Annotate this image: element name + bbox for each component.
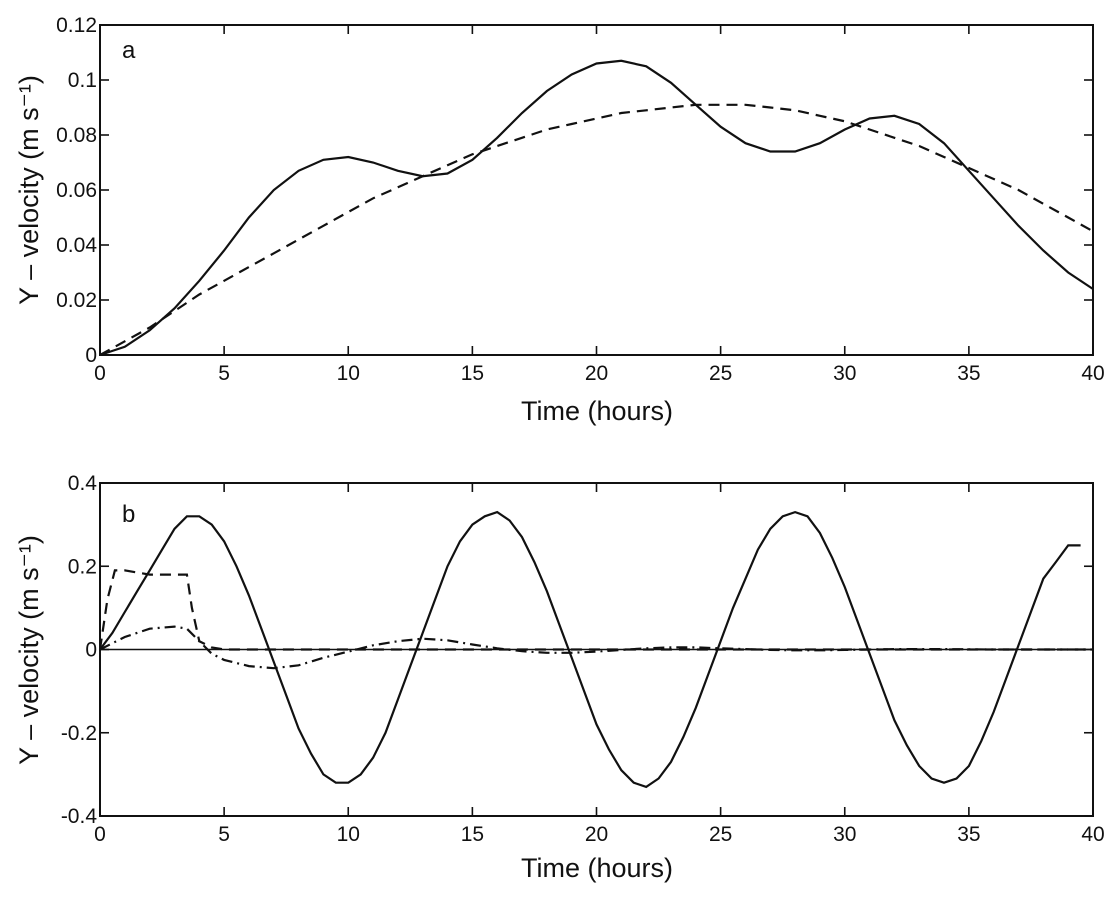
panel-b-series-layer (98, 510, 1093, 789)
panel-a-x-tick-label: 20 (585, 362, 608, 385)
panel-a-x-tick-label: 0 (94, 362, 106, 385)
panel-a-y-tick-label: 0.04 (56, 234, 97, 257)
panel-b-letter: b (122, 501, 135, 528)
panel-b: 0 5 10 15 20 25 30 35 40 -0.4 -0.2 0 0.2 0.4 b Time … (14, 472, 1105, 883)
panel-b-x-tick-label: 30 (833, 823, 856, 846)
panel-b-series-solid-line (99, 510, 1081, 789)
panel-b-y-axis-title: Y – velocity (m s⁻¹) (14, 535, 44, 765)
panel-a-y-axis-title: Y – velocity (m s⁻¹) (14, 75, 44, 305)
panel-a-y-tick-label: 0 (85, 344, 97, 367)
panel-b-x-tick-label: 5 (218, 823, 230, 846)
panel-a-x-axis-title: Time (hours) (521, 396, 673, 426)
panel-a-x-tick-label: 25 (709, 362, 732, 385)
panel-a-y-tick-label: 0.1 (68, 69, 97, 92)
panel-a-x-tick-label: 30 (833, 362, 856, 385)
panel-a-x-tick-label: 15 (461, 362, 484, 385)
panel-a-x-tick-label: 5 (218, 362, 230, 385)
panel-b-y-tick-label: -0.2 (61, 722, 97, 745)
panel-b-x-axis-title: Time (hours) (521, 853, 673, 883)
panel-b-x-tick-label: 40 (1081, 823, 1104, 846)
panel-a: 0 5 10 15 20 25 30 35 40 0 0.02 0.04 0.06 0.08 0.1 0.1… (14, 14, 1105, 426)
panel-b-x-tick-label: 10 (337, 823, 360, 846)
panel-b-series-dashdot-line (99, 625, 1093, 670)
panel-b-x-tick-label: 20 (585, 823, 608, 846)
panel-a-series-solid-line (99, 59, 1094, 357)
panel-b-x-tick-label: 0 (94, 823, 106, 846)
panel-b-y-tick-label: 0.4 (68, 472, 98, 495)
panel-b-series-dashed-line (98, 569, 1093, 651)
panel-a-plot-frame (99, 24, 1094, 356)
panel-a-x-tick-label: 35 (957, 362, 980, 385)
panel-b-y-tick-label: 0.2 (68, 555, 97, 578)
panel-a-x-tick-label: 40 (1081, 362, 1104, 385)
panel-b-y-tick-label: 0 (85, 639, 97, 662)
panel-b-y-ticks: -0.4 -0.2 0 0.2 0.4 (61, 472, 1093, 828)
panel-a-y-ticks: 0 0.02 0.04 0.06 0.08 0.1 0.12 (56, 14, 1093, 367)
panel-b-x-tick-label: 25 (709, 823, 732, 846)
panel-a-letter: a (122, 37, 136, 64)
panel-a-x-ticks: 0 5 10 15 20 25 30 35 40 (94, 25, 1105, 385)
panel-a-series-layer (99, 59, 1094, 357)
panel-b-y-tick-label: -0.4 (61, 805, 98, 828)
panel-a-y-tick-label: 0.02 (56, 289, 97, 312)
panel-a-series-dashed-line (99, 103, 1094, 356)
panel-a-y-tick-label: 0.12 (56, 14, 97, 37)
panel-a-y-tick-label: 0.06 (56, 179, 97, 202)
panel-a-y-tick-label: 0.08 (56, 124, 97, 147)
panel-a-x-tick-label: 10 (337, 362, 360, 385)
panel-b-x-ticks: 0 5 10 15 20 25 30 35 40 (94, 483, 1105, 846)
panel-b-x-tick-label: 15 (461, 823, 484, 846)
panel-b-x-tick-label: 35 (957, 823, 980, 846)
